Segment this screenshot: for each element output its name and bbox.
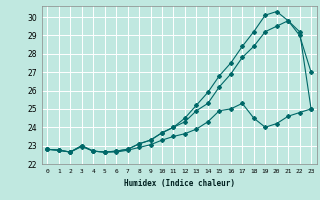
X-axis label: Humidex (Indice chaleur): Humidex (Indice chaleur) (124, 179, 235, 188)
